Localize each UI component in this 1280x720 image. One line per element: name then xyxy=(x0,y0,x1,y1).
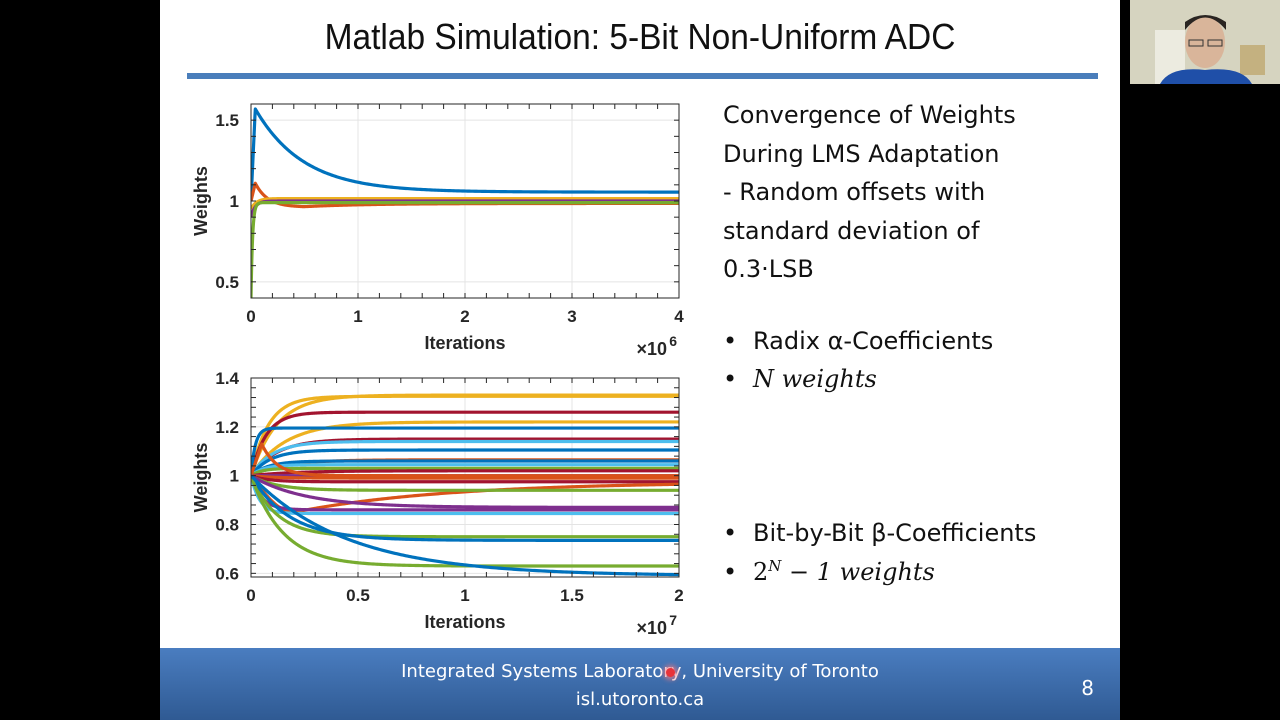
series-line-23 xyxy=(251,474,679,539)
y-axis-label: Weights xyxy=(191,443,211,513)
bullet-glyph: • xyxy=(723,327,738,355)
y-tick-label: 0.8 xyxy=(215,516,239,535)
math-base: 2 xyxy=(753,558,769,586)
x-tick-label: 4 xyxy=(674,307,684,326)
series-line-15 xyxy=(251,474,679,480)
x-exponent-power: 7 xyxy=(669,612,677,628)
presenter-webcam xyxy=(1130,0,1280,84)
bullet-radix-coefficients: • Radix α-Coefficients xyxy=(723,327,993,355)
x-tick-label: 0 xyxy=(246,307,255,326)
x-tick-label: 1 xyxy=(460,586,469,605)
y-tick-label: 1.2 xyxy=(215,418,239,437)
bullet-math-text: N weights xyxy=(753,365,877,393)
series-line-7 xyxy=(251,439,679,478)
series-line-1 xyxy=(251,107,679,202)
bullet-text: Bit-by-Bit β-Coefficients xyxy=(753,519,1037,547)
weights-plot-radix: 0 1 2 3 4 0.5 1 1.5 Iterations Weights ×10 6 xyxy=(191,103,684,359)
description-line: During LMS Adaptation xyxy=(723,139,1000,168)
title-rule xyxy=(187,73,1098,79)
laser-pointer xyxy=(666,668,675,677)
bullet-glyph: • xyxy=(723,558,738,586)
x-tick-label: 1.5 xyxy=(560,586,584,605)
series-line-26 xyxy=(251,474,679,577)
bullet-text: Radix α-Coefficients xyxy=(753,327,994,355)
series-line-8 xyxy=(251,448,679,478)
x-tick-label: 1 xyxy=(353,307,362,326)
series-line-16 xyxy=(251,474,679,484)
slide-title: Matlab Simulation: 5-Bit Non-Uniform ADC xyxy=(324,16,956,57)
series-line-20 xyxy=(251,474,679,509)
footer-website: isl.utoronto.ca xyxy=(575,689,705,710)
series-line-5 xyxy=(251,201,679,298)
description-line: standard deviation of xyxy=(723,216,980,245)
x-exponent-power: 6 xyxy=(669,333,677,349)
x-tick-label: 0.5 xyxy=(346,586,370,605)
series-line-11 xyxy=(251,463,679,478)
x-tick-label: 3 xyxy=(567,307,576,326)
weights-plot-bit-by-bit: 0 0.5 1 1.5 2 0.6 0.8 1 1.2 1.4 Iterations Weights ×… xyxy=(191,369,684,638)
series-line-3 xyxy=(251,196,679,211)
y-tick-label: 1.4 xyxy=(215,369,239,388)
series-line-19 xyxy=(251,474,679,492)
bullet-glyph: • xyxy=(723,519,738,547)
x-tick-label: 2 xyxy=(460,307,469,326)
series-line-13 xyxy=(251,469,679,478)
bullet-bit-by-bit-coefficients: • Bit-by-Bit β-Coefficients xyxy=(723,519,1036,547)
footer-affiliation: Integrated Systems Laboratory, Universit… xyxy=(401,661,879,682)
series-line-12 xyxy=(251,466,679,478)
x-exponent-label: ×10 xyxy=(636,618,667,638)
description-line: - Random offsets with xyxy=(723,178,986,206)
y-tick-label: 0.6 xyxy=(215,564,239,583)
page-number: 8 xyxy=(1081,676,1094,700)
bullet-glyph: • xyxy=(723,365,738,393)
y-tick-label: 1 xyxy=(230,192,239,211)
series-line-4 xyxy=(251,420,679,478)
description-line: 0.3·LSB xyxy=(723,255,814,283)
description-line: Convergence of Weights xyxy=(723,101,1016,129)
series-line-25 xyxy=(251,474,679,568)
math-superscript: N xyxy=(768,557,782,575)
y-tick-label: 1.5 xyxy=(215,111,239,130)
series-group xyxy=(251,393,679,577)
x-axis-label: Iterations xyxy=(424,612,505,632)
series-line-5 xyxy=(251,426,679,477)
x-exponent-label: ×10 xyxy=(636,339,667,359)
y-tick-label: 1 xyxy=(230,467,239,486)
slide-footer: Integrated Systems Laboratory, Universit… xyxy=(160,648,1120,720)
x-tick-label: 2 xyxy=(674,586,683,605)
series-line-18 xyxy=(251,442,679,478)
description: Convergence of Weights During LMS Adapta… xyxy=(723,96,1113,289)
bullet-2n-weights: • 2N − 1 weights xyxy=(723,557,935,586)
presenter-video-frame xyxy=(1130,0,1280,84)
slide: Matlab Simulation: 5-Bit Non-Uniform ADC… xyxy=(160,0,1120,720)
series-group xyxy=(251,107,679,298)
bullet-n-weights: • N weights xyxy=(723,365,877,393)
bullet-math-text: − 1 weights xyxy=(781,558,935,586)
series-line-3 xyxy=(251,410,679,478)
y-axis-label: Weights xyxy=(191,166,211,236)
series-line-24 xyxy=(251,474,679,542)
y-tick-label: 0.5 xyxy=(215,273,239,292)
x-tick-label: 0 xyxy=(246,586,255,605)
x-axis-label: Iterations xyxy=(424,333,505,353)
